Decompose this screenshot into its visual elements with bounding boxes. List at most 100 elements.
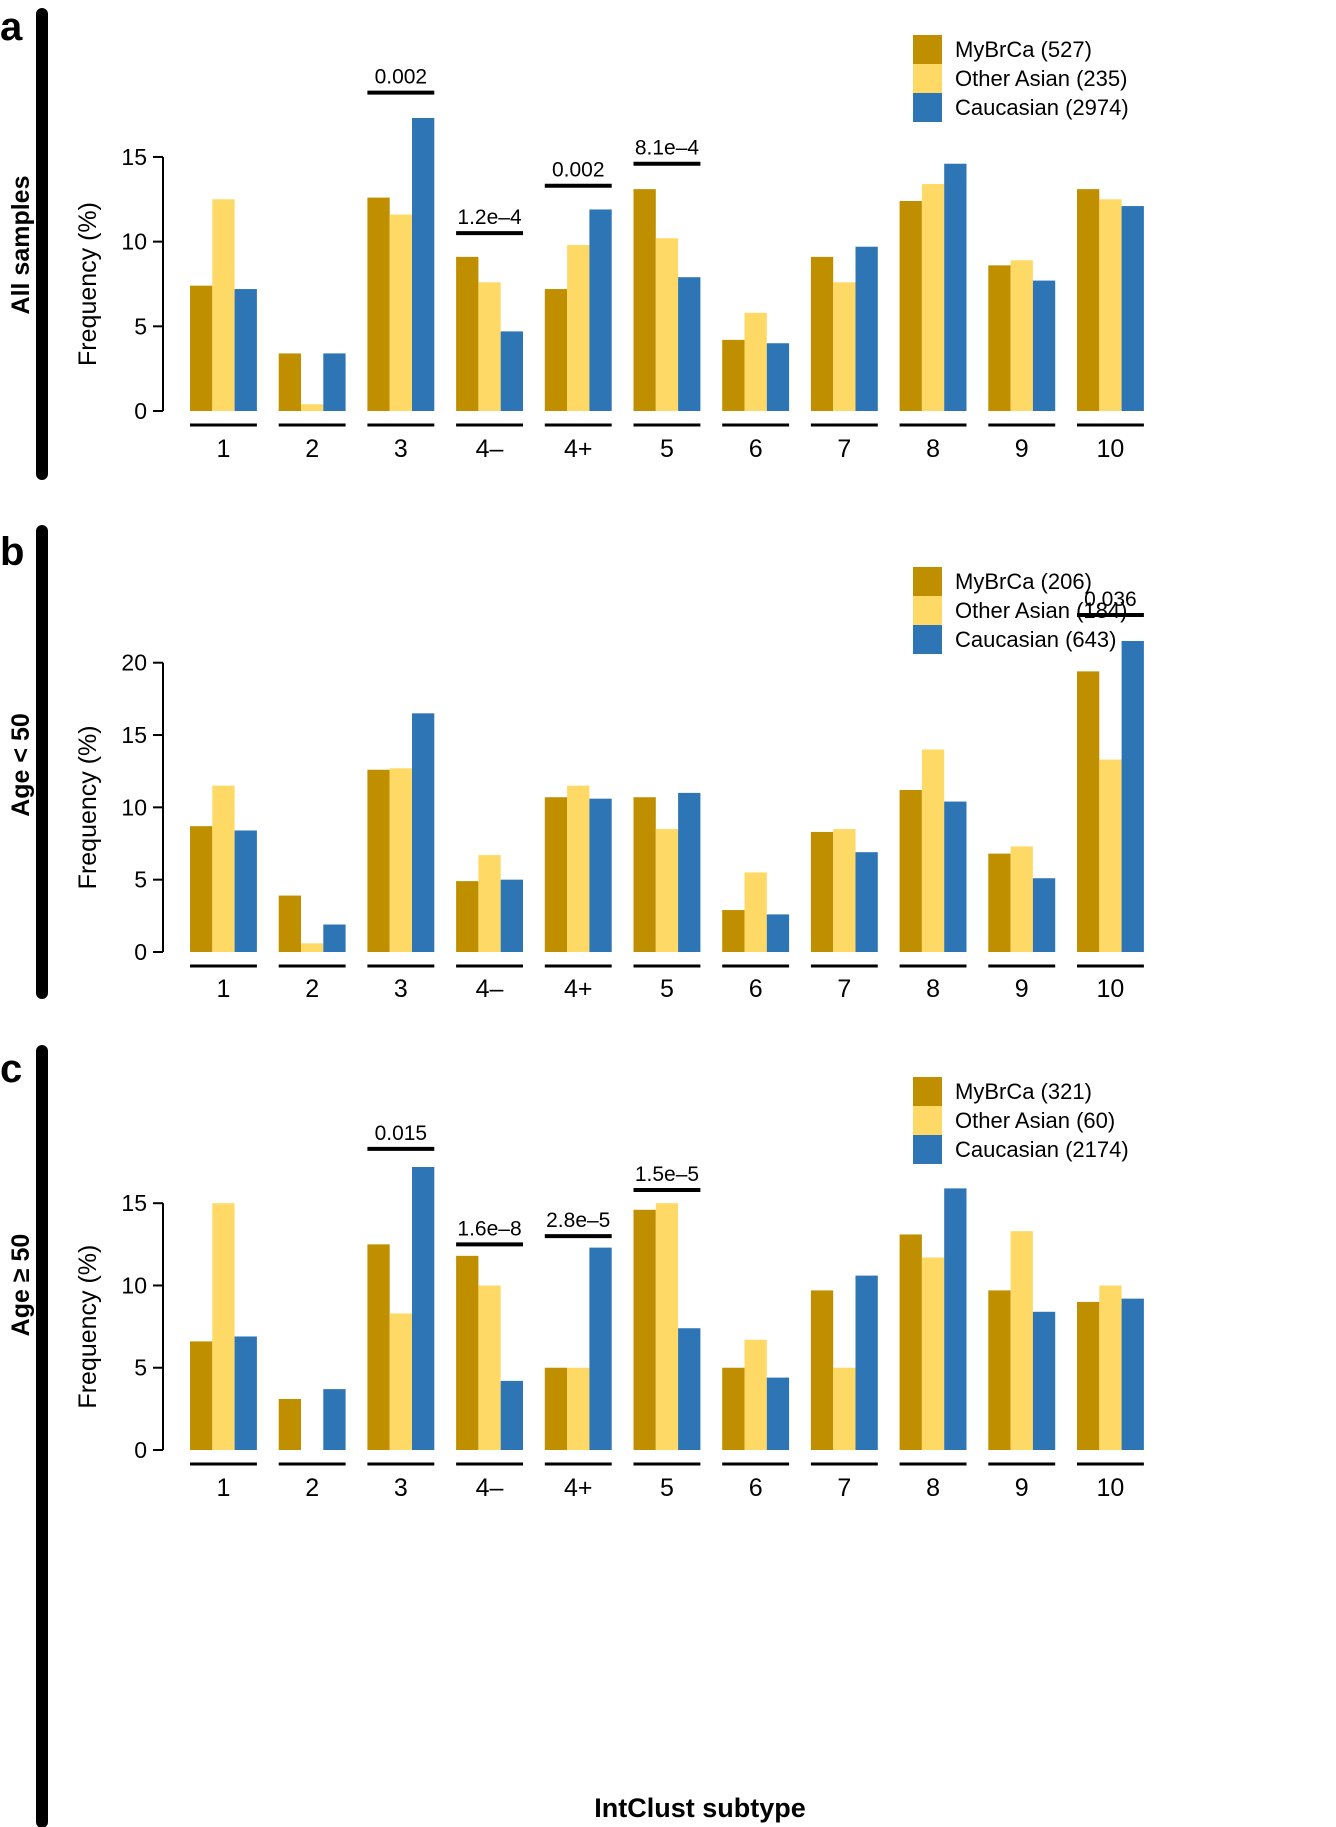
x-category-label: 8 (926, 975, 940, 1003)
bar-caucasian (678, 277, 701, 411)
panel-c: c Age ≥ 50 0 5 10 15 Frequency (%) 1 2 3 4– 4+ 5 6 7 8 9… (0, 1045, 1144, 1827)
x-category-label: 4+ (564, 975, 593, 1003)
panel-letter: b (0, 530, 24, 574)
bar-caucasian (1121, 641, 1144, 952)
y-tick-label: 10 (121, 229, 147, 255)
bar-other-asian (833, 282, 856, 411)
x-category-label: 2 (305, 975, 319, 1003)
legend-label: Caucasian (2974) (955, 95, 1129, 120)
y-tick-label: 10 (121, 1272, 147, 1298)
bar-mybrca (544, 1367, 568, 1450)
x-category-label: 8 (926, 1474, 940, 1502)
panel-letter: c (0, 1047, 22, 1091)
bar-other-asian (567, 785, 590, 952)
bar-caucasian (234, 830, 257, 952)
panel-letter: a (0, 5, 23, 49)
bar-caucasian (412, 1167, 435, 1450)
bar-mybrca (456, 1255, 479, 1450)
x-category-label: 3 (394, 975, 408, 1003)
bar-mybrca (633, 1209, 656, 1450)
x-category-label: 9 (1015, 1474, 1029, 1502)
bar-mybrca (367, 1244, 390, 1450)
panel-a: a All samples 0 5 10 15 Frequency (%) 1 2 3 4– 4+ 5 6… (0, 5, 1144, 480)
bar-other-asian (301, 404, 324, 411)
bar-caucasian (412, 713, 435, 952)
legend: MyBrCa (321) Other Asian (60) Caucasian (2… (913, 1077, 1129, 1164)
bar-caucasian (855, 246, 878, 411)
bar-caucasian (944, 163, 967, 411)
legend-swatch-mybrca (913, 567, 942, 596)
y-tick-label: 0 (134, 1437, 147, 1463)
x-category-label: 6 (749, 975, 763, 1003)
x-category-label: 10 (1097, 975, 1125, 1003)
legend-swatch-other-asian (913, 596, 942, 625)
bar-mybrca (810, 256, 834, 411)
bar-caucasian (1121, 206, 1144, 411)
x-category-label: 4+ (564, 1474, 593, 1502)
bar-caucasian (1032, 1311, 1056, 1450)
bar-other-asian (1099, 759, 1122, 952)
bar-mybrca (899, 1234, 922, 1450)
legend: MyBrCa (527) Other Asian (235) Caucasian (… (913, 35, 1129, 122)
legend-swatch-caucasian (913, 625, 942, 654)
bar-other-asian (921, 184, 945, 411)
bar-caucasian (323, 353, 346, 411)
x-category-label: 9 (1015, 975, 1029, 1003)
bar-caucasian (589, 1247, 612, 1450)
bar-mybrca (1077, 671, 1100, 952)
bar-other-asian (478, 855, 501, 952)
bar-mybrca (1077, 1301, 1100, 1450)
legend-label: Caucasian (2174) (955, 1137, 1129, 1162)
bar-caucasian (589, 209, 612, 411)
y-tick-label: 5 (134, 313, 147, 339)
bar-mybrca (1077, 189, 1100, 411)
panel-b: b Age < 50 0 5 10 15 20 Frequency (%) 1 2 3 4– 4+ 5 6 7… (0, 525, 1144, 1003)
bar-caucasian (766, 343, 790, 411)
y-tick-label: 15 (121, 144, 147, 170)
x-category-label: 6 (749, 1474, 763, 1502)
legend-label: Other Asian (235) (955, 66, 1127, 91)
bar-mybrca (367, 197, 390, 411)
bar-mybrca (722, 1367, 745, 1450)
bar-mybrca (899, 789, 922, 952)
pvalue-label: 2.8e–5 (546, 1209, 610, 1232)
legend-label: MyBrCa (321) (955, 1079, 1092, 1104)
bar-caucasian (412, 118, 435, 411)
bar-other-asian (655, 238, 679, 411)
pvalue-label: 8.1e–4 (635, 137, 700, 160)
bar-caucasian (678, 1328, 701, 1450)
bar-mybrca (456, 881, 479, 952)
legend: MyBrCa (206) Other Asian (184) Caucasian (… (913, 567, 1127, 654)
bar-other-asian (1010, 260, 1033, 411)
pvalue-label: 0.002 (552, 159, 605, 182)
pvalue-label: 0.036 (1084, 588, 1137, 611)
legend-swatch-caucasian (913, 93, 942, 122)
pvalue-label: 0.002 (375, 66, 428, 89)
y-tick-label: 20 (121, 650, 147, 676)
x-category-label: 4– (476, 435, 504, 463)
bar-caucasian (500, 1380, 523, 1450)
bar-other-asian (478, 1285, 501, 1450)
x-category-label: 4– (476, 1474, 504, 1502)
legend-swatch-caucasian (913, 1135, 942, 1164)
bar-mybrca (810, 1290, 834, 1450)
x-category-label: 2 (305, 435, 319, 463)
bar-caucasian (766, 914, 790, 952)
bar-other-asian (833, 829, 856, 952)
bar-mybrca (722, 339, 745, 411)
bar-mybrca (544, 797, 568, 952)
bar-other-asian (389, 768, 412, 952)
bar-other-asian (567, 245, 590, 411)
bar-other-asian (1010, 1231, 1033, 1450)
bar-mybrca (633, 189, 656, 411)
bar-caucasian (855, 852, 878, 952)
x-category-label: 8 (926, 435, 940, 463)
bar-mybrca (190, 1341, 213, 1450)
bar-other-asian (389, 1313, 412, 1450)
x-category-label: 6 (749, 435, 763, 463)
bar-mybrca (367, 769, 390, 952)
bar-other-asian (833, 1367, 856, 1450)
bar-caucasian (678, 792, 701, 952)
y-tick-label: 0 (134, 398, 147, 424)
x-category-label: 3 (394, 435, 408, 463)
